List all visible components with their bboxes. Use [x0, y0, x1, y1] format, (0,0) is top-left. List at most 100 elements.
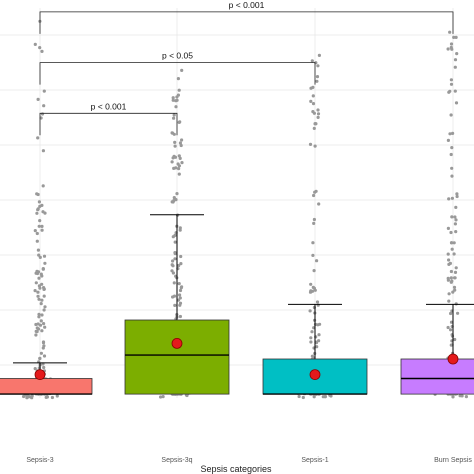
jitter-point	[172, 294, 177, 298]
bracket-line	[39, 112, 178, 136]
jitter-point	[170, 263, 174, 267]
mean-point	[309, 369, 321, 381]
jitter-point	[171, 259, 175, 263]
jitter-point	[449, 311, 453, 316]
jitter-point	[453, 276, 457, 280]
jitter-point	[179, 254, 183, 259]
jitter-point	[323, 394, 327, 399]
jitter-point	[40, 49, 44, 54]
jitter-point	[446, 47, 450, 51]
jitter-point	[22, 394, 26, 399]
jitter-point	[453, 65, 457, 69]
jitter-point	[40, 224, 44, 228]
jitter-point	[177, 88, 181, 92]
jitter-point	[37, 224, 41, 228]
mean-point	[447, 353, 459, 365]
jitter-point	[34, 329, 38, 333]
jitter-point	[36, 322, 40, 326]
jitter-point	[33, 42, 37, 47]
jitter-point	[41, 340, 46, 344]
significance-label: p < 0.001	[229, 0, 265, 10]
jitter-point	[173, 240, 177, 244]
jitter-point	[316, 64, 320, 68]
jitter-point	[449, 269, 453, 274]
jitter-point	[446, 278, 450, 282]
jitter-point	[317, 53, 321, 58]
jitter-point	[177, 263, 181, 268]
jitter-point	[453, 89, 457, 93]
jitter-point	[177, 172, 181, 176]
jitter-point	[41, 267, 45, 271]
x-tick-label: Sepsis-3q	[161, 457, 192, 464]
jitter-point	[28, 395, 32, 399]
jitter-point	[177, 282, 181, 286]
significance-bracket: p < 0.05	[39, 51, 316, 85]
x-tick-label: Burn Sepsis	[434, 457, 472, 464]
jitter-point	[36, 136, 40, 140]
jitter-point	[37, 315, 41, 319]
box-sepsis-3	[0, 362, 93, 395]
jitter-point	[36, 248, 41, 252]
jitter-point	[317, 202, 321, 206]
jitter-point	[170, 269, 174, 273]
jitter-point	[315, 345, 319, 349]
jitter-point	[312, 126, 316, 130]
box-body	[262, 358, 368, 395]
bracket-line	[39, 62, 316, 85]
jitter-point	[177, 154, 181, 158]
jitter-point	[180, 161, 184, 165]
box-sepsis-1	[262, 303, 368, 395]
jitter-point	[38, 219, 42, 223]
jitter-point	[171, 96, 175, 100]
jitter-point	[450, 166, 454, 170]
jitter-point	[173, 233, 177, 237]
jitter-point	[297, 394, 301, 399]
jitter-point	[178, 156, 182, 160]
jitter-point	[452, 285, 457, 289]
jitter-point	[453, 270, 458, 274]
jitter-point	[180, 285, 184, 289]
jitter-point	[312, 395, 316, 399]
jitter-point	[453, 58, 458, 62]
jitter-point	[451, 290, 455, 294]
jitter-point	[447, 258, 451, 262]
jitter-point	[55, 394, 59, 398]
jitter-point	[315, 79, 319, 83]
jitter-point	[42, 89, 46, 93]
jitter-point	[173, 140, 177, 144]
jitter-point	[171, 98, 175, 102]
jitter-point	[315, 300, 320, 304]
jitter-point	[40, 282, 44, 286]
jitter-point	[311, 94, 315, 98]
jitter-point	[453, 215, 457, 219]
significance-label: p < 0.05	[162, 51, 193, 61]
jitter-point	[453, 222, 457, 226]
jitter-point	[178, 226, 182, 230]
jitter-point	[50, 395, 55, 400]
jitter-point	[450, 174, 454, 178]
jitter-point	[452, 241, 456, 245]
jitter-point	[39, 351, 44, 355]
jitter-point	[35, 231, 39, 236]
jitter-point	[175, 192, 179, 196]
jitter-point	[38, 323, 43, 327]
jitter-points	[20, 19, 473, 400]
jitter-point	[449, 42, 454, 46]
jitter-point	[178, 303, 182, 307]
significance-bracket: p < 0.001	[39, 0, 454, 34]
jitter-point	[177, 167, 181, 171]
jitter-point	[38, 46, 42, 50]
jitter-point	[179, 262, 183, 266]
jitter-point	[329, 394, 333, 398]
jitter-point	[45, 395, 50, 399]
jitter-point	[451, 131, 455, 135]
jitter-point	[39, 272, 43, 276]
jitter-point	[37, 276, 41, 280]
jitter-point	[37, 200, 42, 204]
jitter-point	[310, 59, 314, 63]
jitter-point	[449, 328, 453, 332]
jitter-point	[42, 254, 47, 258]
jitter-point	[172, 116, 176, 120]
jitter-point	[449, 78, 453, 82]
jitter-point	[314, 189, 318, 193]
